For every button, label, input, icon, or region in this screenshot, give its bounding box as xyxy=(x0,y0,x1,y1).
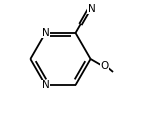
Text: O: O xyxy=(100,61,109,71)
Text: N: N xyxy=(42,80,49,90)
Text: N: N xyxy=(42,28,49,38)
Text: N: N xyxy=(88,4,95,14)
